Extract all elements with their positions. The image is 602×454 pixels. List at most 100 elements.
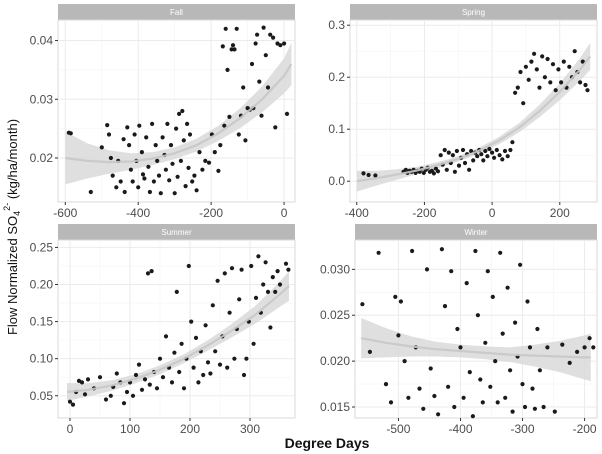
panel-summer-data-point xyxy=(270,275,275,280)
panel-fall-data-point xyxy=(127,143,132,148)
panel-fall-data-point xyxy=(160,135,165,140)
panel-winter-data-point xyxy=(522,404,528,410)
panel-winter-strip xyxy=(355,224,597,240)
panel-winter-data-point xyxy=(488,384,493,389)
panel-summer-data-point xyxy=(286,267,291,272)
panel-fall-data-point xyxy=(282,41,287,46)
panel-winter-data-point xyxy=(518,262,523,267)
panel-fall-data-point xyxy=(151,179,156,184)
panel-winter-xtick-label: -300 xyxy=(510,422,534,436)
panel-fall-data-point xyxy=(106,132,112,137)
panel-summer-ytick-label: 0.20 xyxy=(30,278,54,292)
panel-summer-data-point xyxy=(142,377,148,382)
panel-winter-data-point xyxy=(525,299,530,304)
panel-summer-data-point xyxy=(208,371,213,376)
panel-winter-data-point xyxy=(500,331,505,336)
panel-winter-data-point xyxy=(498,250,503,255)
panel-summer-data-point xyxy=(253,295,259,300)
panel-summer-data-point xyxy=(79,380,85,385)
panel-fall: Fall -600 -400 -200 0 0.02 0.03 0.04 xyxy=(30,4,296,220)
panel-winter-data-point xyxy=(406,395,411,400)
panel-fall-data-point xyxy=(268,32,273,37)
panel-summer-fit-line xyxy=(66,285,290,394)
panel-summer-data-point xyxy=(256,254,261,259)
panel-fall-data-point xyxy=(165,121,170,126)
panel-summer-data-point xyxy=(181,386,187,391)
panel-spring-xtick-label: -200 xyxy=(412,206,436,220)
panel-spring-marks xyxy=(350,20,597,202)
panel-summer-data-point xyxy=(157,356,163,361)
panel-fall-data-point xyxy=(284,111,290,116)
panel-fall-data-point xyxy=(229,47,234,52)
panel-winter-data-point xyxy=(503,395,508,400)
panel-spring-ytick-label: 0.2 xyxy=(328,70,345,84)
panel-summer-data-point xyxy=(265,289,271,294)
panel-fall-data-point xyxy=(186,165,191,170)
panel-summer-ytick-label: 0.15 xyxy=(30,315,54,329)
panel-spring-data-point xyxy=(431,171,436,176)
panel-summer-data-point xyxy=(186,263,191,269)
panel-fall-data-point xyxy=(178,158,183,163)
panel-winter-data-point xyxy=(396,333,401,338)
panel-fall-data-point xyxy=(155,158,160,163)
panel-fall-data-point xyxy=(130,179,135,184)
panel-summer-data-point xyxy=(227,310,232,315)
panel-winter-data-point xyxy=(478,377,483,382)
panel-winter-data-point xyxy=(552,409,557,414)
panel-fall-data-point xyxy=(174,126,179,131)
panel-summer-data-point xyxy=(217,362,223,367)
panel-fall-xtick-label: -600 xyxy=(53,206,77,220)
panel-fall-data-point xyxy=(187,132,193,137)
panel-fall-data-point xyxy=(271,35,276,40)
panel-spring-data-point xyxy=(438,153,443,158)
panel-summer-data-point xyxy=(268,325,273,330)
panel-fall-data-point xyxy=(140,172,146,177)
panel-winter-data-point xyxy=(575,349,580,354)
panel-winter-data-point xyxy=(376,250,381,255)
panel-winter-data-point xyxy=(417,386,422,391)
panel-fall-data-point xyxy=(206,160,212,165)
panel-winter-data-point xyxy=(432,393,437,399)
y-axis-title-superscript: 2- xyxy=(2,203,12,211)
panel-fall-data-point xyxy=(259,113,264,118)
panel-winter-ytick-label: 0.020 xyxy=(320,354,350,368)
panel-summer-data-point xyxy=(130,393,136,398)
panel-winter-data-point xyxy=(520,382,525,387)
panel-spring-data-point xyxy=(462,160,468,166)
panel-fall-data-point xyxy=(241,85,246,90)
panel-summer-data-point xyxy=(237,297,242,302)
panel-summer-strip xyxy=(58,224,295,240)
panel-winter-data-point xyxy=(587,336,592,341)
panel-summer-data-point xyxy=(145,271,151,276)
panel-winter-ytick-label: 0.015 xyxy=(320,400,350,414)
panel-summer-data-point xyxy=(149,269,154,274)
panel-winter-data-point xyxy=(388,400,394,405)
panel-fall-data-point xyxy=(243,138,248,143)
panel-fall-data-point xyxy=(105,123,110,128)
panel-spring-data-point xyxy=(469,148,474,154)
panel-spring-data-point xyxy=(444,167,449,172)
panel-spring-data-point xyxy=(526,77,531,82)
panel-spring-data-point xyxy=(446,150,451,155)
panel-spring-data-point xyxy=(583,82,588,88)
panel-fall-data-point xyxy=(225,67,230,72)
panel-fall-data-point xyxy=(273,125,278,130)
panel-winter-data-point xyxy=(367,349,372,354)
panel-summer-marks xyxy=(58,240,295,418)
panel-winter-data-point xyxy=(410,248,415,254)
panel-summer-data-point xyxy=(136,362,142,367)
panel-fall-data-point xyxy=(192,173,197,178)
y-axis-title-prefix: Flow Normalized SO xyxy=(5,216,20,335)
panel-fall-data-point xyxy=(223,26,228,31)
panel-spring-data-point xyxy=(521,101,526,106)
panel-winter-data-point xyxy=(490,294,495,299)
panel-summer-data-point xyxy=(241,372,247,378)
panel-winter-data-point xyxy=(495,400,500,405)
panel-fall-data-point xyxy=(163,167,168,172)
panel-fall-data-point xyxy=(99,145,104,150)
panel-winter-data-point xyxy=(541,404,546,410)
panel-spring-data-point xyxy=(585,88,590,93)
panel-summer-xtick-label: 0 xyxy=(67,422,74,436)
panel-fall-data-point xyxy=(144,135,149,140)
